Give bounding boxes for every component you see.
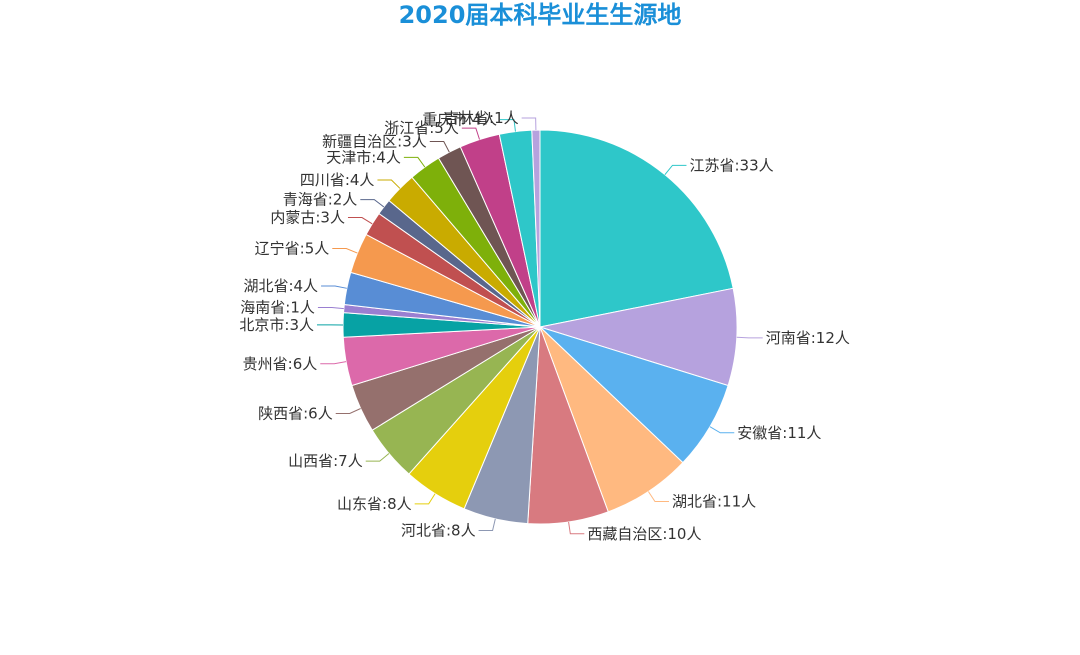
pie-slice[interactable] — [531, 129, 541, 328]
slice-leader-line — [317, 306, 344, 310]
slice-leader-line — [377, 179, 401, 189]
slice-label: 四川省:4人 — [300, 171, 375, 189]
slice-label: 江苏省:33人 — [689, 156, 773, 174]
slice-label: 湖北省:11人 — [672, 493, 756, 511]
slice-label: 湖北省:4人 — [243, 277, 318, 295]
slice-label: 河南省:12人 — [766, 329, 850, 347]
slice-label: 辽宁省:5人 — [255, 240, 330, 258]
slice-leader-line — [647, 491, 669, 503]
slice-label: 安徽省:11人 — [737, 424, 821, 442]
slice-leader-line — [335, 408, 361, 414]
slice-label: 山东省:8人 — [337, 495, 412, 513]
slice-leader-line — [414, 493, 436, 505]
slice-leader-line — [461, 127, 480, 140]
slice-leader-line — [347, 217, 373, 225]
pie-slice[interactable] — [539, 287, 738, 387]
slice-leader-line — [429, 140, 450, 153]
slice-label: 浙江省:5人 — [384, 119, 459, 137]
slice-label: 河北省:8人 — [401, 522, 476, 540]
slice-label: 内蒙古:3人 — [270, 209, 345, 227]
slice-label: 重庆市:4人 — [422, 111, 497, 129]
slice-leader-line — [709, 426, 735, 434]
slice-label: 北京市:3人 — [239, 316, 314, 334]
slice-leader-line — [568, 521, 585, 535]
slice-leader-line — [360, 199, 385, 208]
slice-label: 海南省:1人 — [240, 298, 315, 316]
slice-label: 青海省:2人 — [283, 191, 358, 209]
slice-label: 贵州省:6人 — [243, 355, 318, 373]
slice-leader-line — [320, 361, 347, 365]
slice-label: 天津市:4人 — [326, 148, 401, 166]
slice-label: 山西省:7人 — [288, 452, 363, 470]
slice-leader-line — [664, 164, 687, 175]
slice-label: 吉林省:1人 — [444, 109, 519, 127]
slice-leader-line — [736, 336, 763, 339]
slice-label: 新疆自治区:3人 — [322, 132, 427, 150]
slice-leader-line — [478, 518, 496, 532]
chart-title: 2020届本科毕业生生源地 — [398, 1, 682, 29]
slice-label: 陕西省:6人 — [258, 404, 333, 422]
slice-leader-line — [403, 156, 426, 168]
slice-leader-line — [332, 248, 358, 254]
slice-leader-line — [365, 453, 390, 462]
slice-leader-line — [521, 117, 537, 131]
slice-label: 西藏自治区:10人 — [587, 525, 701, 543]
pie-slice[interactable] — [539, 129, 734, 328]
slice-leader-line — [499, 119, 516, 132]
slice-leader-line — [321, 285, 347, 289]
